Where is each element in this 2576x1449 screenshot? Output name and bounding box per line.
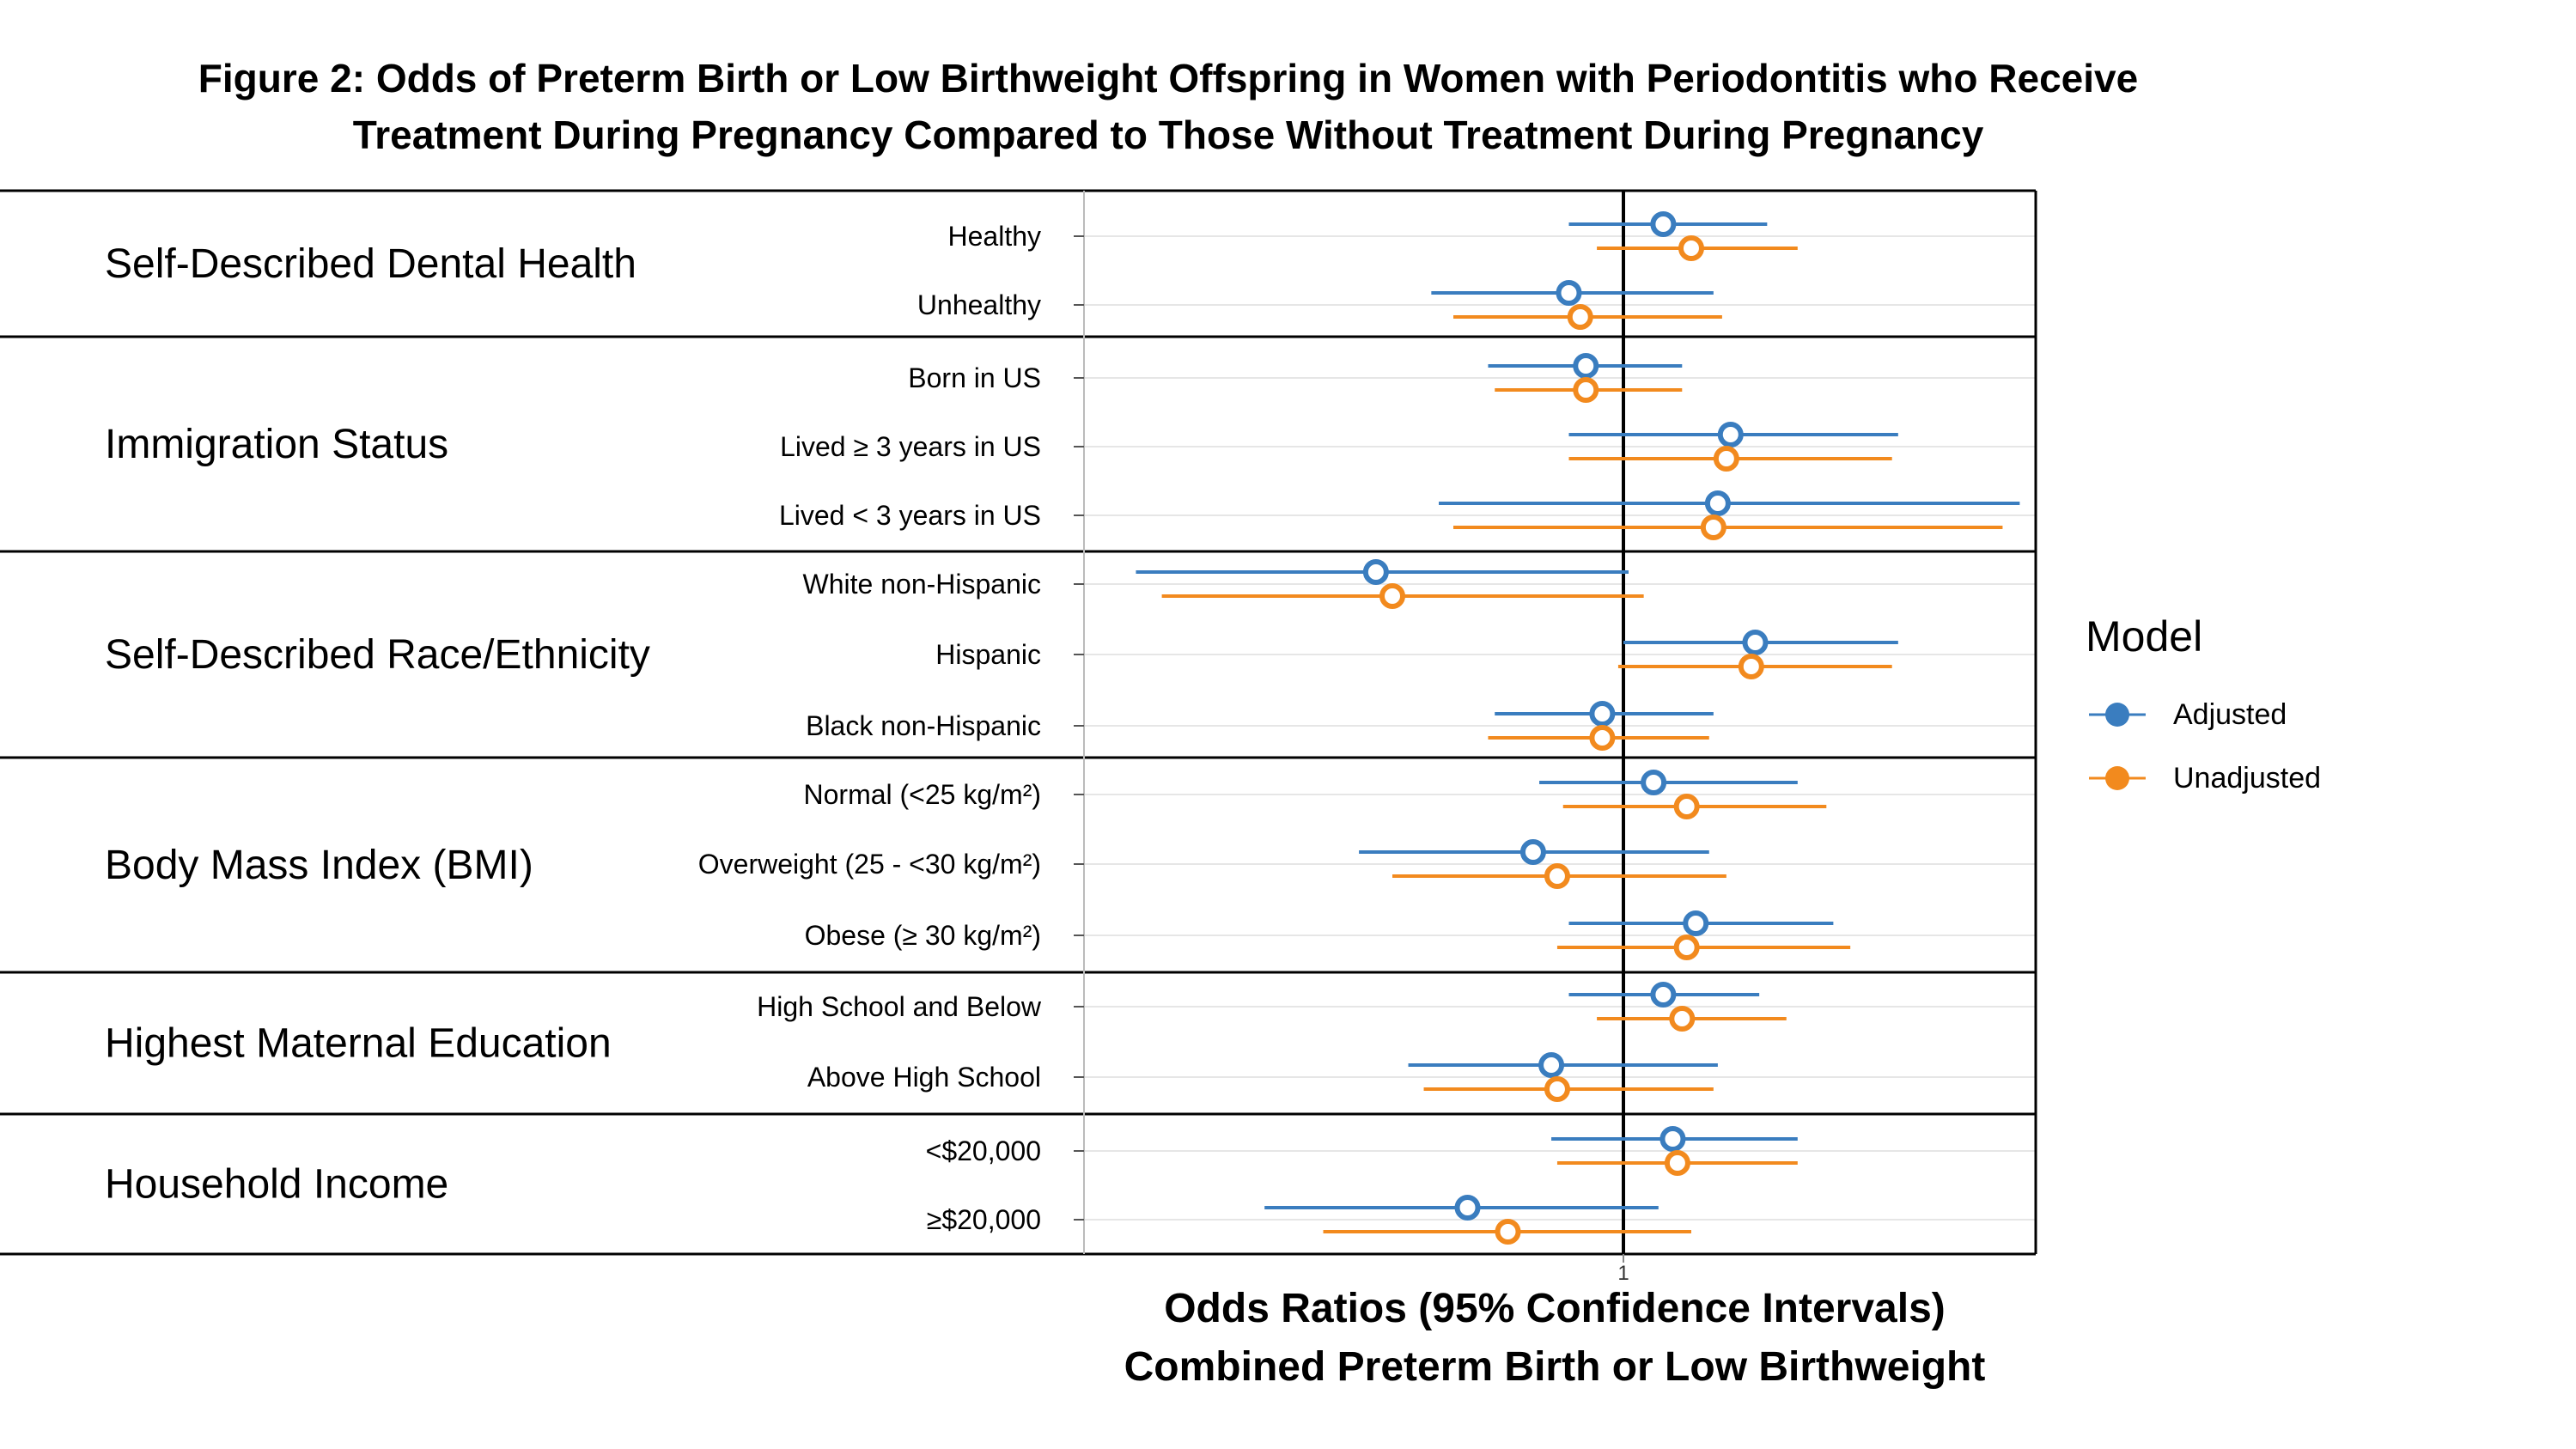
group-label-5: Household Income bbox=[105, 1162, 448, 1208]
point-unadjusted-2-0 bbox=[1379, 583, 1406, 609]
chart-title-line-2: Treatment During Pregnancy Compared to T… bbox=[352, 113, 1984, 157]
legend-label-unadjusted: Unadjusted bbox=[2173, 762, 2322, 795]
point-unadjusted-5-0 bbox=[1664, 1150, 1690, 1176]
point-unadjusted-3-2 bbox=[1673, 935, 1700, 960]
point-unadjusted-2-1 bbox=[1738, 654, 1764, 679]
point-adjusted-3-1 bbox=[1519, 839, 1546, 865]
point-adjusted-2-0 bbox=[1362, 559, 1389, 585]
point-unadjusted-0-1 bbox=[1567, 304, 1593, 330]
x-tick-label-0: 1 bbox=[1617, 1262, 1629, 1285]
point-adjusted-4-1 bbox=[1538, 1052, 1565, 1078]
legend-swatch-adjusted bbox=[2089, 703, 2146, 727]
point-unadjusted-1-1 bbox=[1713, 446, 1739, 472]
row-label-2-1: Hispanic bbox=[935, 639, 1041, 670]
point-adjusted-1-0 bbox=[1573, 353, 1599, 379]
legend-label-adjusted: Adjusted bbox=[2173, 698, 2287, 731]
point-unadjusted-4-1 bbox=[1544, 1076, 1570, 1102]
row-label-3-1: Overweight (25 - <30 kg/m²) bbox=[698, 849, 1041, 880]
point-adjusted-2-1 bbox=[1742, 630, 1769, 655]
row-label-5-0: <$20,000 bbox=[926, 1135, 1041, 1166]
point-unadjusted-1-2 bbox=[1700, 514, 1726, 540]
point-adjusted-4-0 bbox=[1650, 982, 1677, 1008]
point-unadjusted-0-0 bbox=[1678, 235, 1704, 261]
row-label-3-0: Normal (<25 kg/m²) bbox=[804, 779, 1042, 810]
point-adjusted-0-1 bbox=[1556, 280, 1582, 306]
row-label-2-0: White non-Hispanic bbox=[803, 569, 1041, 600]
row-label-2-2: Black non-Hispanic bbox=[806, 710, 1041, 741]
point-unadjusted-1-0 bbox=[1573, 377, 1599, 403]
point-adjusted-0-0 bbox=[1650, 211, 1677, 237]
row-label-4-1: Above High School bbox=[807, 1062, 1041, 1093]
row-label-5-1: ≥$20,000 bbox=[927, 1204, 1041, 1235]
row-label-1-1: Lived ≥ 3 years in US bbox=[780, 431, 1041, 462]
point-unadjusted-4-0 bbox=[1669, 1006, 1696, 1032]
group-label-2: Self-Described Race/Ethnicity bbox=[105, 632, 650, 678]
point-adjusted-1-2 bbox=[1704, 490, 1731, 516]
point-adjusted-3-2 bbox=[1683, 910, 1709, 936]
point-adjusted-1-1 bbox=[1717, 422, 1744, 447]
row-label-4-0: High School and Below bbox=[757, 991, 1042, 1022]
point-adjusted-3-0 bbox=[1641, 770, 1667, 795]
row-label-0-1: Unhealthy bbox=[917, 289, 1041, 320]
point-adjusted-2-2 bbox=[1589, 701, 1616, 727]
x-axis-label: Odds Ratios (95% Confidence Intervals) C… bbox=[996, 1280, 2113, 1397]
row-label-3-2: Obese (≥ 30 kg/m²) bbox=[805, 920, 1041, 951]
point-unadjusted-2-2 bbox=[1589, 725, 1616, 751]
group-label-0: Self-Described Dental Health bbox=[105, 241, 636, 287]
group-label-3: Body Mass Index (BMI) bbox=[105, 843, 533, 888]
point-adjusted-5-1 bbox=[1454, 1195, 1481, 1221]
row-label-1-0: Born in US bbox=[908, 362, 1041, 393]
group-label-1: Immigration Status bbox=[105, 422, 448, 467]
point-unadjusted-3-1 bbox=[1544, 863, 1570, 889]
chart-title: Figure 2: Odds of Preterm Birth or Low B… bbox=[0, 50, 2336, 163]
row-label-0-0: Healthy bbox=[948, 221, 1042, 252]
row-label-1-2: Lived < 3 years in US bbox=[779, 500, 1041, 531]
group-label-4: Highest Maternal Education bbox=[105, 1021, 612, 1067]
chart-title-line-1: Figure 2: Odds of Preterm Birth or Low B… bbox=[198, 56, 2139, 100]
x-axis-label-line-1: Odds Ratios (95% Confidence Intervals) bbox=[1164, 1286, 1946, 1331]
point-unadjusted-5-1 bbox=[1495, 1219, 1521, 1245]
legend-title: Model bbox=[2086, 612, 2203, 661]
legend-swatch-unadjusted bbox=[2089, 766, 2146, 790]
x-axis-label-line-2: Combined Preterm Birth or Low Birthweigh… bbox=[1124, 1344, 1986, 1390]
point-adjusted-5-0 bbox=[1659, 1126, 1686, 1152]
point-unadjusted-3-0 bbox=[1673, 794, 1700, 819]
